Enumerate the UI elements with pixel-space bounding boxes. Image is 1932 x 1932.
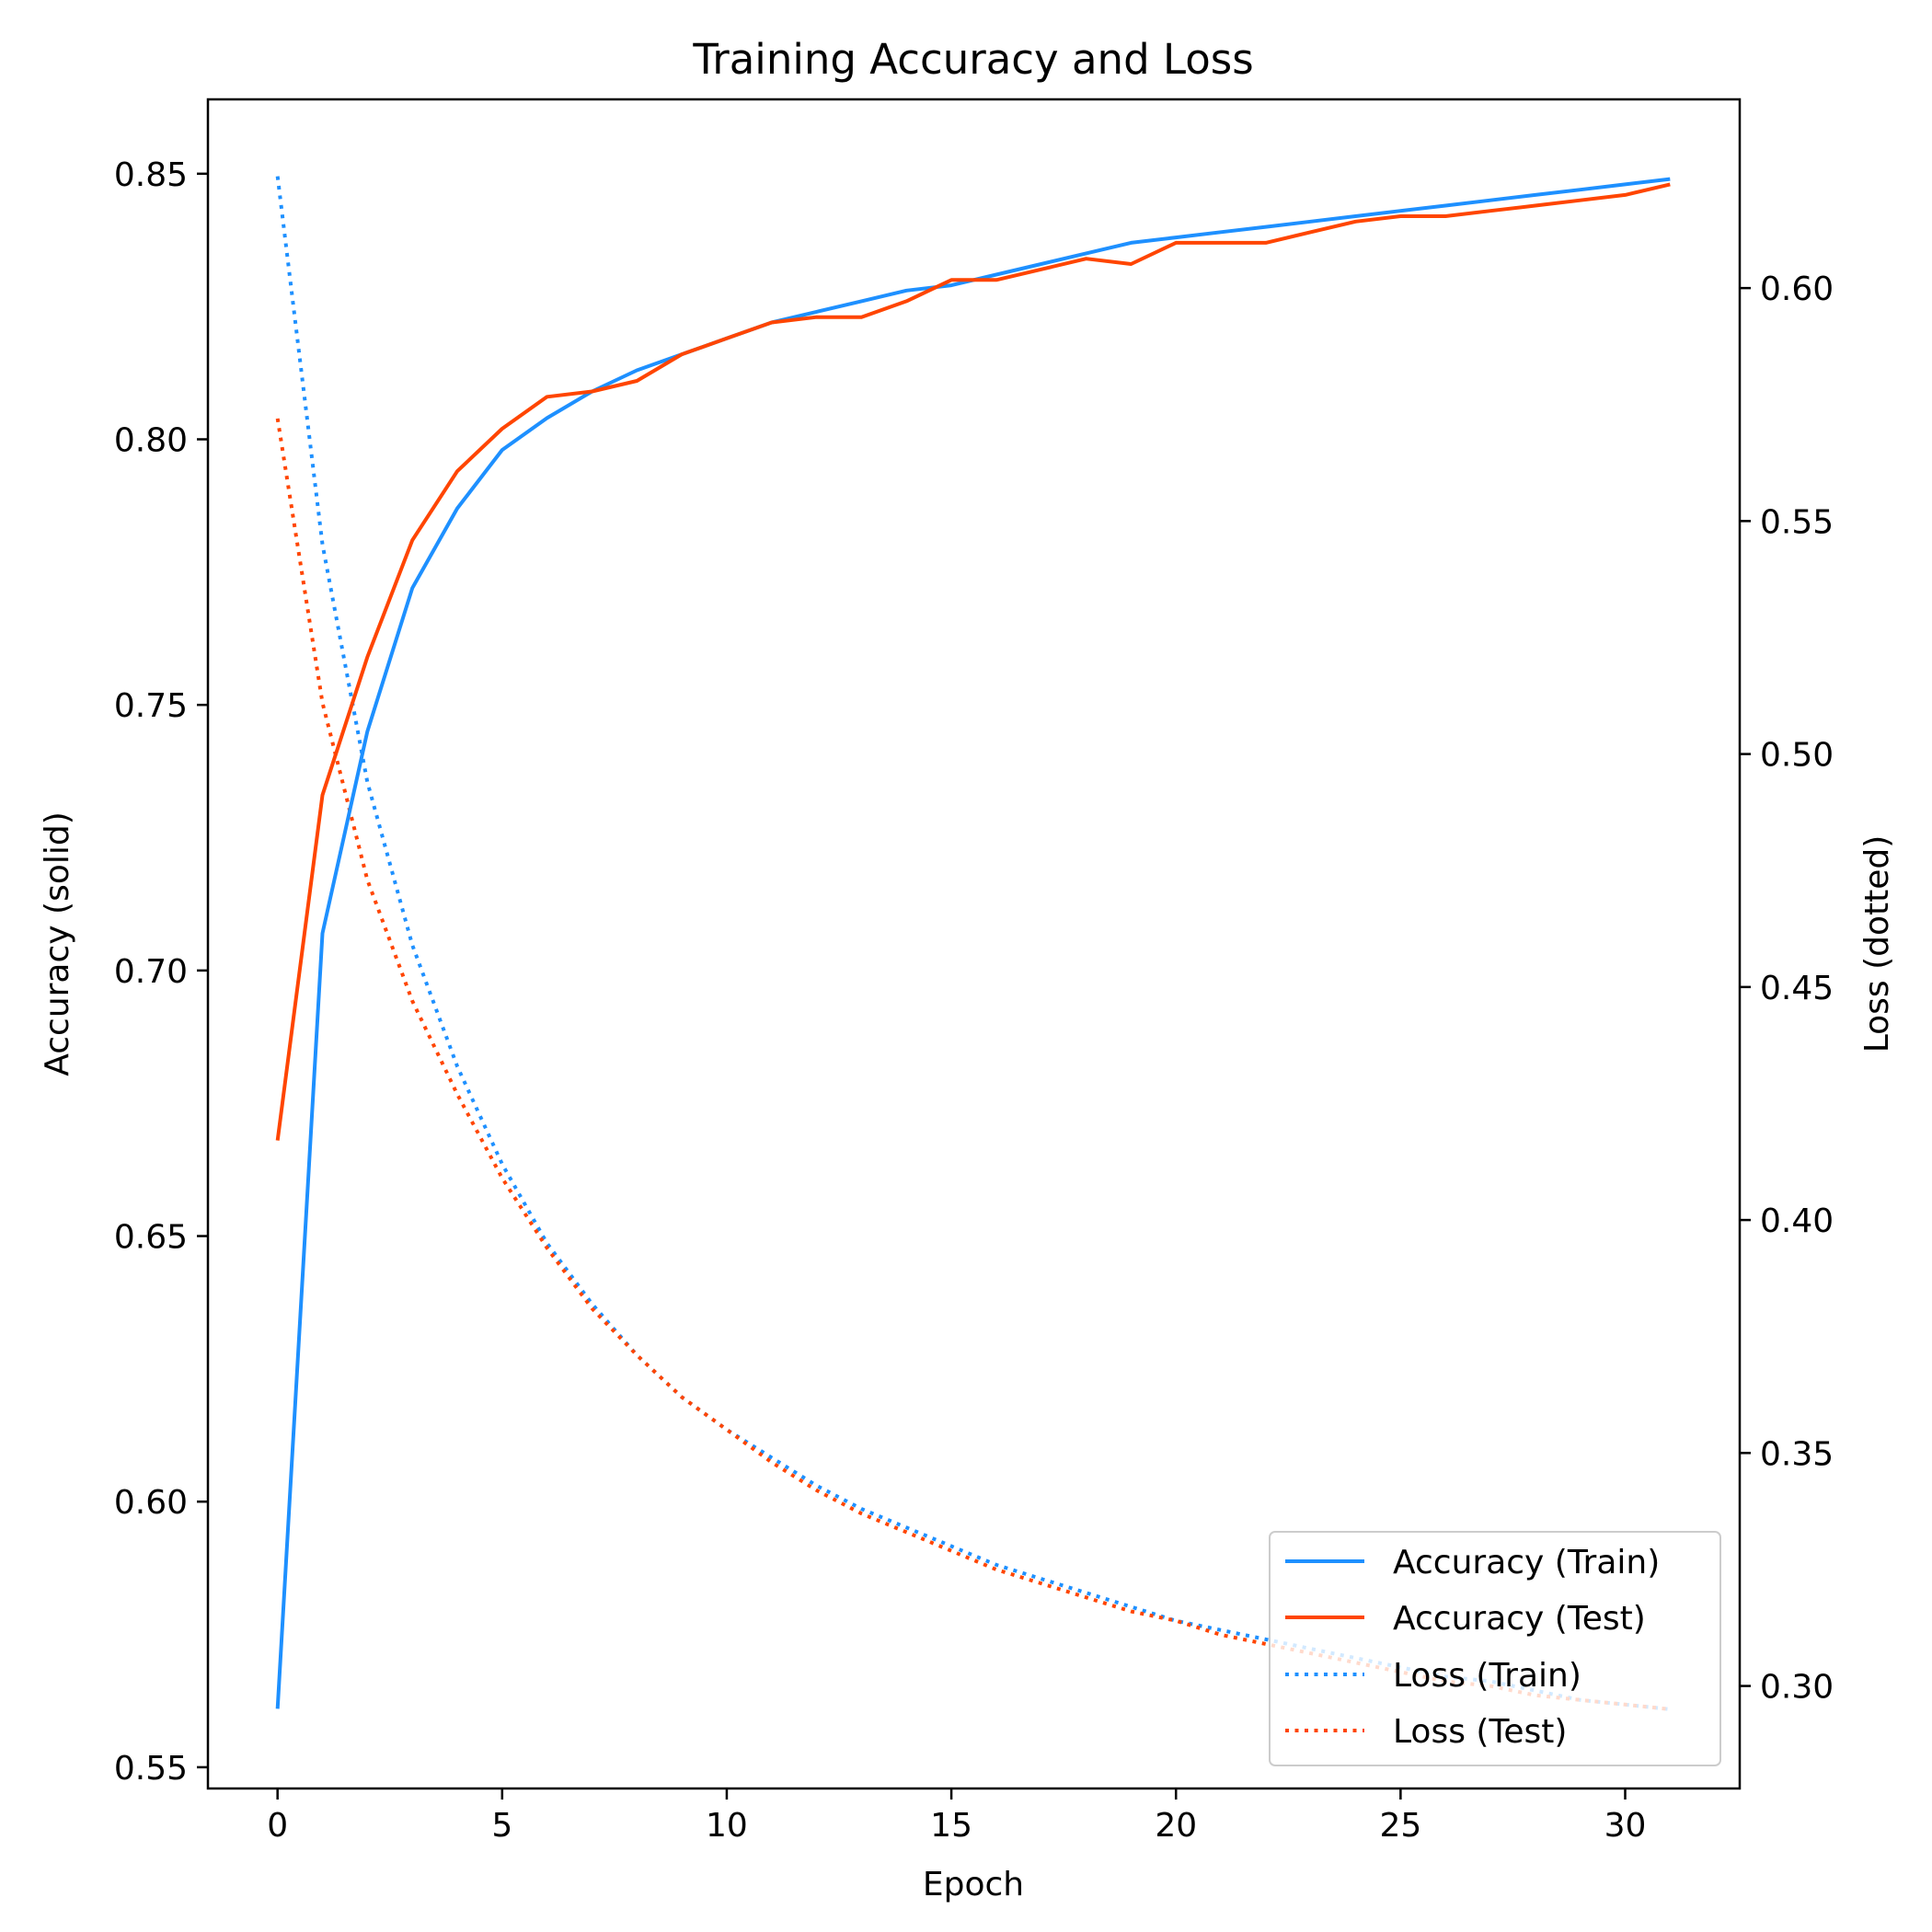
left-axis-ticks: 0.55 0.60 0.65 0.70 0.75 0.80 0.85: [114, 156, 208, 1788]
x-tick-label: 0: [267, 1807, 288, 1845]
right-tick-label: 0.40: [1760, 1202, 1834, 1240]
x-tick-label: 5: [491, 1807, 512, 1845]
right-tick-label: 0.35: [1760, 1435, 1834, 1473]
right-tick-label: 0.50: [1760, 737, 1834, 775]
left-tick-label: 0.70: [114, 953, 188, 991]
plot-frame: [206, 98, 1742, 1790]
legend-label-loss-test: Loss (Test): [1393, 1713, 1567, 1751]
right-tick-label: 0.30: [1760, 1669, 1834, 1707]
left-tick-label: 0.60: [114, 1484, 188, 1522]
chart-title: Training Accuracy and Loss: [692, 35, 1253, 84]
legend-box: [1269, 1531, 1721, 1766]
x-tick-label: 20: [1155, 1807, 1197, 1845]
left-tick-label: 0.75: [114, 687, 188, 725]
left-tick-label: 0.65: [114, 1219, 188, 1257]
left-tick-label: 0.80: [114, 422, 188, 460]
legend-label-accuracy-train: Accuracy (Train): [1393, 1544, 1660, 1581]
left-axis-label: Accuracy (solid): [39, 811, 76, 1076]
x-axis-label: Epoch: [923, 1866, 1024, 1903]
x-axis-ticks: 0 5 10 15 20 25 30: [267, 1788, 1646, 1845]
left-tick-label: 0.55: [114, 1750, 188, 1788]
x-tick-label: 25: [1379, 1807, 1421, 1845]
x-tick-label: 15: [930, 1807, 972, 1845]
legend-label-loss-train: Loss (Train): [1393, 1657, 1581, 1695]
right-tick-label: 0.55: [1760, 503, 1834, 541]
right-tick-label: 0.60: [1760, 270, 1834, 308]
right-axis-label: Loss (dotted): [1858, 835, 1896, 1053]
right-tick-label: 0.45: [1760, 970, 1834, 1007]
right-axis-ticks: 0.30 0.35 0.40 0.45 0.50 0.55 0.60: [1740, 270, 1834, 1707]
legend: Accuracy (Train) Accuracy (Test) Loss (T…: [1269, 1531, 1721, 1766]
legend-label-accuracy-test: Accuracy (Test): [1393, 1600, 1646, 1638]
series-line-accuracy-test: [275, 182, 1671, 1141]
x-tick-label: 10: [706, 1807, 748, 1845]
x-tick-label: 30: [1604, 1807, 1647, 1845]
series-line-loss-test: [275, 418, 1671, 1711]
left-tick-label: 0.85: [114, 156, 188, 194]
